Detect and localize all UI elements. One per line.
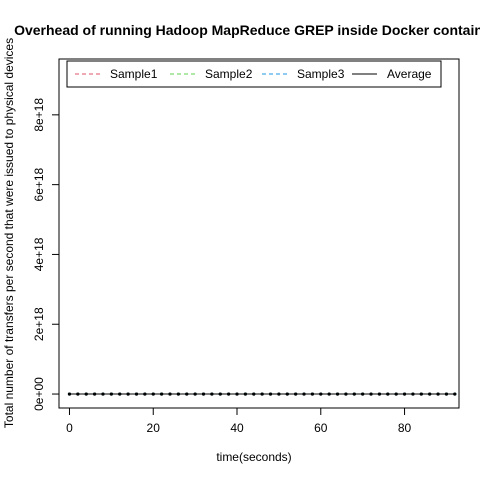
legend-box [66,60,442,88]
x-tick-label: 20 [147,421,161,435]
plot-frame [58,58,460,409]
y-tick-label: 0e+00 [32,377,46,411]
series-point-average [428,392,432,396]
x-tick-label: 40 [230,421,244,435]
series-point-average [352,392,356,396]
y-tick-label: 4e+18 [32,237,46,271]
series-point-average [185,392,189,396]
x-axis-label: time(seconds) [216,450,291,464]
series-point-average [118,392,122,396]
series-point-average [277,392,281,396]
y-tick-label: 2e+18 [32,307,46,341]
series-point-average [310,392,315,396]
x-tick-label: 60 [314,421,328,435]
series-point-average [361,392,365,396]
legend-label-sample2: Sample2 [205,67,253,81]
series-point-average [302,392,306,396]
series-point-average [76,392,80,396]
series-point-average [176,392,180,396]
series-point-average [134,392,139,396]
legend-label-average: Average [387,67,432,81]
series-point-average [93,392,97,396]
series-point-average [151,392,155,396]
series-point-average [126,392,130,396]
series-point-average [260,392,264,396]
legend: Sample1 Sample2 Sample3 Average [66,60,442,88]
legend-label-sample1: Sample1 [110,67,158,81]
series-point-average [210,392,214,396]
chart-title: Overhead of running Hadoop MapReduce GRE… [14,22,480,38]
y-axis-label: Total number of transfers per second tha… [2,38,16,428]
series-point-average [369,392,373,396]
y-tick-label: 6e+18 [32,167,46,201]
series-layer [67,392,457,396]
series-point-average [168,392,172,396]
series-point-average [386,392,390,396]
y-axis: 0e+00 2e+18 4e+18 6e+18 8e+18 [32,98,60,411]
series-point-average [411,392,415,396]
series-point-average [243,392,247,396]
series-point-average [84,392,88,396]
series-point-average [227,392,231,396]
series-point-average [160,392,164,396]
x-axis: 0 20 40 60 80 [66,407,412,435]
series-point-average [394,392,398,396]
x-tick-label: 0 [66,421,73,435]
series-point-average [402,392,407,396]
series-point-average [218,392,222,396]
series-point-average [201,392,206,396]
series-point-average [453,392,457,396]
series-point-average [101,392,105,396]
y-tick-label: 8e+18 [32,98,46,132]
series-point-average [344,392,348,396]
series-point-average [252,392,256,396]
series-point-average [419,392,423,396]
series-point-average [444,392,449,396]
series-point-average [377,392,382,396]
series-point-average [143,392,147,396]
plot-area [67,392,457,396]
series-point-average [285,392,289,396]
series-point-average [294,392,298,396]
series-point-average [319,392,323,396]
series-point-average [235,392,239,396]
series-point-average [193,392,197,396]
series-point-average [67,392,72,396]
series-point-average [109,392,113,396]
series-point-average [268,392,273,396]
series-point-average [436,392,440,396]
series-point-average [335,392,340,396]
legend-label-sample3: Sample3 [297,67,345,81]
x-tick-label: 80 [398,421,412,435]
series-point-average [327,392,331,396]
